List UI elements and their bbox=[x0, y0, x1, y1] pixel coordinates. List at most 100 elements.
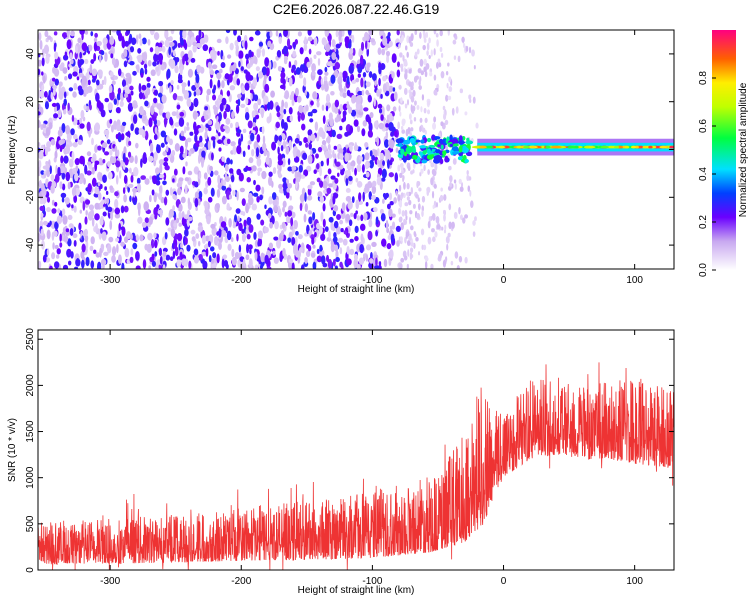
noise-cell bbox=[164, 30, 169, 39]
noise-cell bbox=[346, 89, 351, 97]
noise-cell bbox=[176, 104, 181, 110]
noise-cell bbox=[396, 69, 401, 78]
noise-cell bbox=[263, 226, 269, 234]
noise-cell bbox=[252, 122, 256, 128]
noise-cell bbox=[183, 89, 189, 100]
noise-cell bbox=[206, 88, 212, 96]
fade-cell bbox=[458, 178, 462, 185]
noise-cell bbox=[255, 184, 261, 192]
noise-cell bbox=[238, 172, 244, 182]
noise-cell bbox=[381, 177, 386, 182]
noise-cell bbox=[308, 142, 312, 150]
noise-cell bbox=[46, 196, 51, 203]
noise-cell bbox=[146, 82, 151, 89]
noise-cell bbox=[141, 84, 147, 91]
noise-cell bbox=[43, 91, 48, 98]
noise-cell bbox=[291, 236, 296, 246]
onset-cell bbox=[458, 135, 463, 142]
noise-cell bbox=[328, 60, 333, 67]
onset-cell bbox=[458, 146, 463, 153]
fade-cell bbox=[406, 196, 410, 201]
noise-cell bbox=[369, 211, 373, 221]
noise-cell bbox=[46, 141, 51, 149]
fade-cell bbox=[454, 183, 457, 190]
fade-cell bbox=[440, 187, 443, 192]
fade-cell bbox=[443, 108, 446, 117]
noise-cell bbox=[225, 118, 231, 125]
noise-cell bbox=[207, 240, 211, 248]
noise-cell bbox=[158, 46, 163, 52]
noise-cell bbox=[178, 211, 182, 220]
noise-cell bbox=[248, 196, 254, 206]
signal-cell bbox=[634, 145, 639, 149]
fade-cell bbox=[406, 191, 410, 197]
noise-cell bbox=[345, 177, 349, 187]
noise-cell bbox=[336, 133, 343, 140]
noise-cell bbox=[88, 204, 95, 211]
noise-cell bbox=[184, 184, 188, 194]
noise-cell bbox=[215, 121, 221, 131]
noise-cell bbox=[373, 97, 376, 107]
noise-cell bbox=[235, 121, 239, 128]
noise-cell bbox=[307, 36, 313, 42]
noise-cell bbox=[67, 181, 71, 190]
noise-cell bbox=[244, 112, 250, 121]
noise-cell bbox=[158, 80, 164, 87]
figure-title: C2E6.2026.087.22.46.G19 bbox=[273, 1, 440, 17]
noise-cell bbox=[385, 219, 389, 230]
fade-cell bbox=[404, 103, 408, 109]
noise-cell bbox=[55, 254, 60, 259]
x-tick-label: 100 bbox=[626, 275, 643, 286]
fade-cell bbox=[419, 117, 423, 123]
noise-cell bbox=[224, 73, 230, 80]
noise-cell bbox=[183, 126, 187, 134]
noise-cell bbox=[147, 232, 153, 241]
noise-cell bbox=[118, 222, 121, 232]
noise-cell bbox=[220, 61, 226, 69]
fade-cell bbox=[416, 48, 420, 55]
noise-cell bbox=[277, 153, 283, 163]
noise-cell bbox=[214, 237, 218, 246]
noise-cell bbox=[302, 152, 308, 161]
noise-cell bbox=[318, 225, 323, 235]
noise-cell bbox=[135, 142, 139, 149]
noise-cell bbox=[218, 147, 222, 152]
noise-cell bbox=[252, 116, 257, 124]
signal-cell bbox=[545, 145, 551, 149]
noise-cell bbox=[90, 236, 95, 245]
noise-cell bbox=[180, 242, 183, 249]
fade-cell bbox=[398, 184, 402, 192]
noise-cell bbox=[130, 37, 137, 45]
noise-cell bbox=[219, 94, 223, 100]
noise-cell bbox=[383, 258, 388, 268]
noise-cell bbox=[63, 155, 69, 164]
noise-cell bbox=[290, 217, 294, 227]
signal-cell bbox=[516, 145, 522, 149]
fade-cell bbox=[399, 236, 403, 242]
noise-cell bbox=[335, 225, 341, 235]
fade-cell bbox=[410, 85, 414, 91]
noise-cell bbox=[392, 87, 396, 92]
noise-cell bbox=[87, 79, 91, 86]
noise-cell bbox=[219, 68, 223, 74]
noise-cell bbox=[60, 192, 67, 198]
noise-cell bbox=[73, 133, 78, 140]
noise-cell bbox=[197, 198, 201, 206]
noise-cell bbox=[333, 220, 339, 229]
noise-cell bbox=[56, 248, 61, 255]
noise-cell bbox=[377, 103, 383, 109]
noise-cell bbox=[310, 100, 314, 106]
fade-cell bbox=[437, 58, 441, 64]
noise-cell bbox=[93, 53, 97, 62]
noise-cell bbox=[315, 153, 319, 159]
noise-cell bbox=[275, 135, 279, 141]
noise-cell bbox=[342, 92, 347, 99]
noise-cell bbox=[338, 34, 342, 41]
fade-cell bbox=[417, 203, 421, 211]
noise-cell bbox=[382, 32, 386, 38]
fade-cell bbox=[426, 42, 430, 51]
fade-cell bbox=[417, 197, 420, 203]
noise-cell bbox=[310, 149, 313, 156]
x-tick-label: 0 bbox=[501, 275, 507, 286]
